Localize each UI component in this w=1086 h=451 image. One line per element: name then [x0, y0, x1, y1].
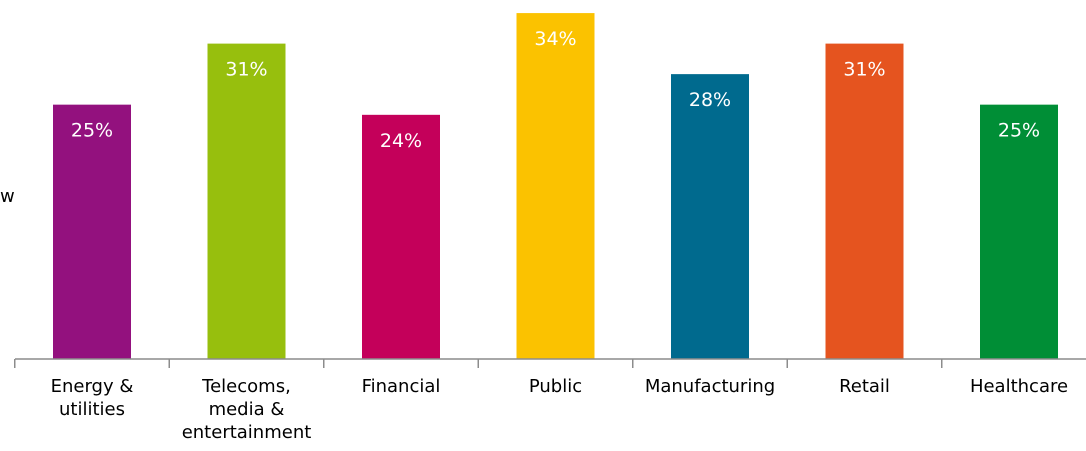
category-label: Retail	[839, 376, 890, 397]
bar-value-label: 28%	[689, 89, 731, 111]
bar-value-label: 31%	[225, 59, 267, 81]
bar-value-label: 34%	[534, 28, 576, 50]
category-label-line: media &	[209, 399, 285, 420]
bar-value-label: 31%	[843, 59, 885, 81]
category-label-line: Telecoms,	[201, 376, 291, 397]
bar-value-label: 24%	[380, 130, 422, 152]
bar-value-label: 25%	[71, 120, 113, 142]
category-label: Healthcare	[970, 376, 1068, 397]
bar-2	[207, 43, 286, 359]
category-label-line: Public	[529, 376, 582, 397]
value-labels-group: 25% 31% 24% 34% 28% 31% 25%	[71, 28, 1040, 152]
category-label-line: Financial	[362, 376, 441, 397]
category-label: Manufacturing	[645, 376, 775, 397]
category-label: Telecoms, media & entertainment	[182, 376, 312, 443]
category-label: Energy & utilities	[51, 376, 134, 420]
bar-4	[516, 13, 595, 360]
bar-3	[362, 114, 440, 360]
category-label-line: Retail	[839, 376, 890, 397]
bars-group	[53, 13, 1058, 360]
category-labels-group: Energy & utilities Telecoms, media & enterta…	[51, 376, 1068, 443]
category-label: Financial	[362, 376, 441, 397]
category-label-line: Energy &	[51, 376, 134, 397]
category-label-line: utilities	[59, 399, 125, 420]
category-label: Public	[529, 376, 582, 397]
bar-value-label: 25%	[998, 120, 1040, 142]
x-axis-ticks	[14, 359, 943, 368]
category-label-line: entertainment	[182, 422, 312, 443]
bar-1	[53, 104, 131, 359]
bar-6	[825, 43, 904, 359]
category-label-line: Manufacturing	[645, 376, 775, 397]
bar-5	[671, 74, 749, 359]
category-label-line: Healthcare	[970, 376, 1068, 397]
clipped-edge-text: w	[0, 186, 15, 207]
bar-7	[980, 104, 1058, 359]
